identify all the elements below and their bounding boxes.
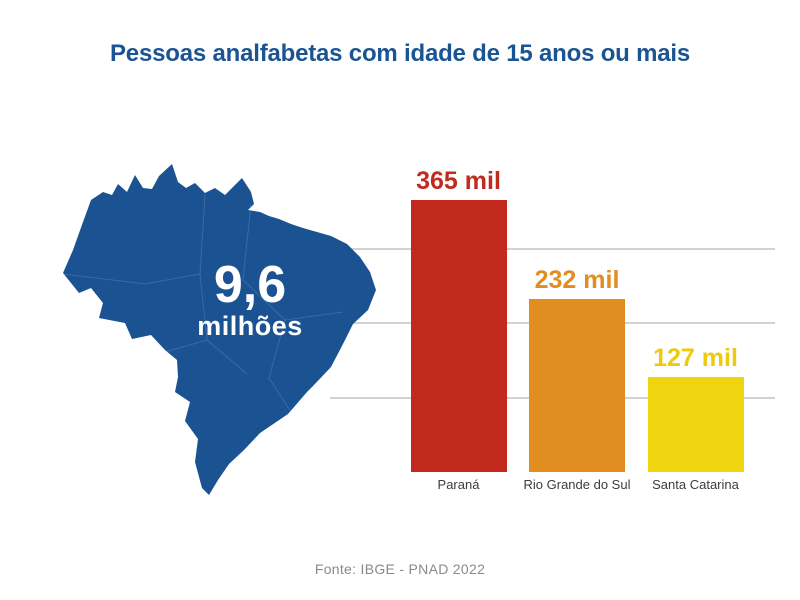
- category-label-rio-grande-do-sul: Rio Grande do Sul: [523, 477, 631, 492]
- map-total-label: 9,6 milhões: [155, 258, 345, 340]
- value-label-parana: 365 mil: [416, 167, 501, 196]
- value-label-rio-grande-do-sul: 232 mil: [534, 266, 620, 295]
- value-label-santa-catarina: 127 mil: [653, 344, 738, 373]
- bar-santa-catarina: [647, 377, 744, 472]
- map-total-value: 9,6: [213, 256, 287, 314]
- map-total-unit: milhões: [197, 311, 303, 341]
- category-label-santa-catarina: Santa Catarina: [652, 477, 739, 492]
- brazil-map: [55, 162, 377, 504]
- gridline-300: [330, 247, 775, 250]
- bar-parana: [410, 200, 507, 472]
- bar-rio-grande-do-sul: [529, 299, 625, 472]
- source-caption: Fonte: IBGE - PNAD 2022: [314, 561, 486, 577]
- page-title: Pessoas analfabetas com idade de 15 anos…: [110, 40, 690, 67]
- category-label-parana: Paraná: [437, 477, 480, 492]
- brazil-map-shape: [62, 164, 376, 495]
